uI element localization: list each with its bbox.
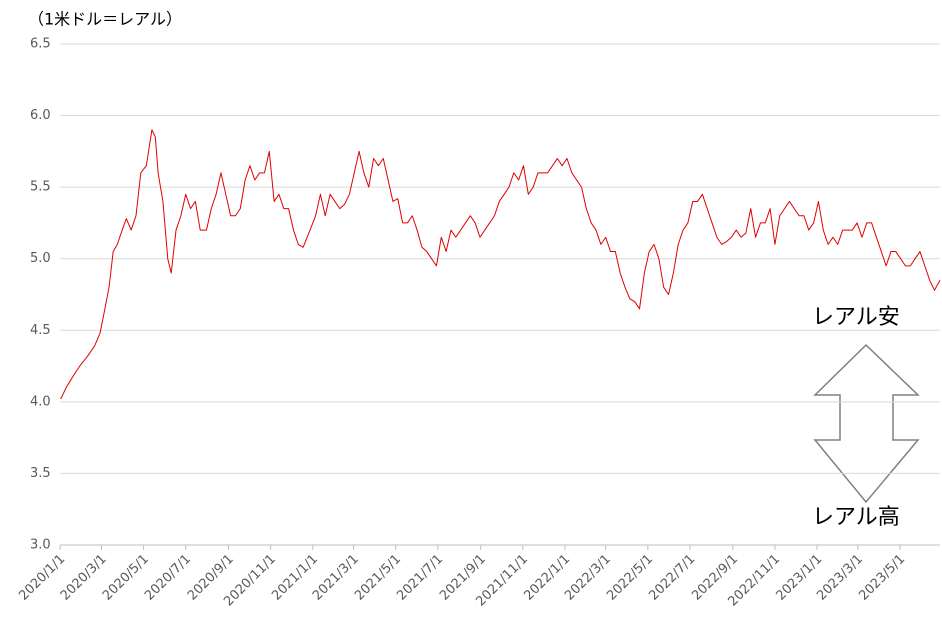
double-arrow [813,343,920,504]
y-tick-label: 4.5 [30,323,51,338]
y-tick-label: 6.0 [30,108,51,123]
y-tick-label: 6.5 [30,37,51,52]
annotation: レアル高 [812,505,900,530]
y-tick-label: 3.5 [30,466,51,481]
y-tick-label: 5.0 [30,251,51,266]
chart-title: （1米ドル＝レアル） [28,10,182,29]
y-tick-label: 3.0 [30,538,51,553]
annotation: レアル安 [812,305,900,330]
x-tick-label: 2020/7/1 [142,552,194,604]
x-tick-label: 2023/5/1 [856,552,908,604]
y-tick-label: 4.0 [30,394,51,409]
line-series [60,129,941,400]
y-tick-label: 5.5 [30,180,51,195]
x-tick-label: 2022/7/1 [646,552,698,604]
x-tick-label: 2021/7/1 [394,552,446,604]
